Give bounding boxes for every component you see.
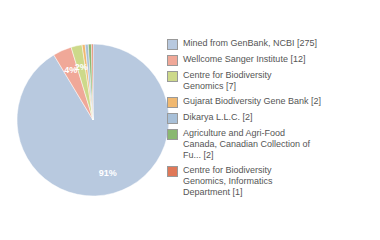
- html-text:Dikarya L.L.C. [2]: Dikarya L.L.C. [2]: [183, 112, 253, 122]
- html-text:Mined from GenBank, NCBI [275]: Mined from GenBank, NCBI [275]: [183, 38, 318, 48]
- html-text:Wellcome Sanger Institute [12]: Wellcome Sanger Institute [12]: [183, 54, 306, 64]
- svg-text:91%: 91%: [99, 168, 117, 178]
- html-text:Centre for Biodiversity Genomi: Centre for Biodiversity Genomics [7]: [183, 70, 272, 91]
- html-text:Centre for Biodiversity Genomi: Centre for Biodiversity Genomics, Inform…: [183, 165, 273, 197]
- html-text:Agriculture and Agri-Food Cana: Agriculture and Agri-Food Canada, Canadi…: [183, 128, 311, 160]
- svg-text:2%: 2%: [75, 62, 88, 72]
- svg-text:4%: 4%: [64, 65, 78, 75]
- html-text:Gujarat Biodiversity Gene Bank: Gujarat Biodiversity Gene Bank [2]: [183, 96, 322, 106]
